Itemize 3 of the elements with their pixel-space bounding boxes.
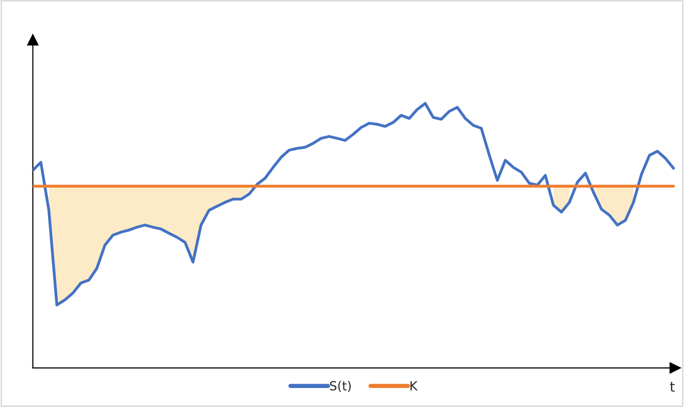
legend-label: S(t) (330, 380, 351, 392)
x-axis-title: t (670, 382, 675, 392)
legend-label: K (410, 381, 418, 390)
